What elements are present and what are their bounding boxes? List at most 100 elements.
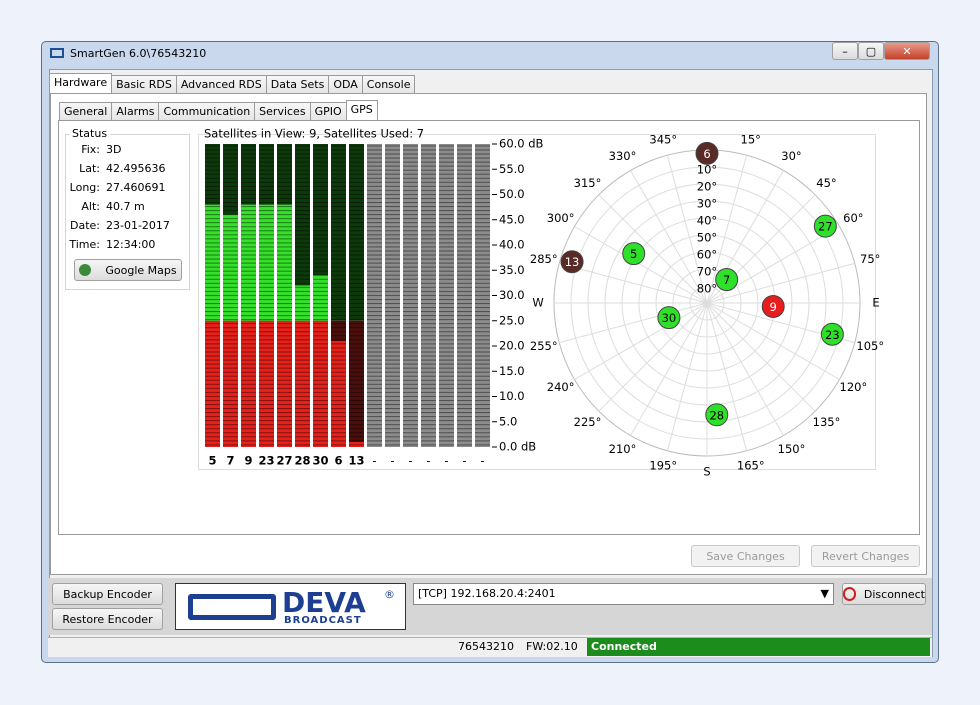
azimuth-spoke — [559, 302, 708, 344]
logo: DEVA ® BROADCAST — [175, 583, 406, 630]
button-label: Disconnect — [863, 587, 925, 601]
tab[interactable]: Data Sets — [265, 75, 330, 95]
field-value: 12:34:00 — [106, 238, 156, 251]
azimuth-spoke — [706, 302, 840, 380]
satellite-label: 9 — [770, 300, 777, 314]
cell-lines — [457, 144, 472, 447]
field-label: Long: — [69, 181, 100, 194]
x-tick-label: 30 — [312, 454, 328, 468]
status-title: Status — [69, 127, 111, 140]
satellite — [657, 306, 681, 330]
azimuth-label: S — [703, 465, 710, 479]
elevation-label: 10° — [697, 163, 717, 177]
elevation-label: 80° — [697, 282, 717, 296]
azimuth-spoke — [666, 155, 708, 304]
x-tick-label: 23 — [258, 454, 274, 468]
azimuth-label: 285° — [530, 252, 558, 266]
elevation-label: 50° — [697, 231, 717, 245]
azimuth-label: 315° — [574, 176, 602, 190]
y-tick-label: 60.0 dB — [499, 137, 544, 151]
x-tick-label: 27 — [276, 454, 292, 468]
field-label: Alt: — [81, 200, 100, 213]
x-tick-label: - — [444, 454, 448, 468]
cell-lines — [313, 144, 328, 447]
satellite-label: 13 — [565, 255, 580, 269]
azimuth-label: E — [872, 296, 879, 310]
x-tick-label: - — [462, 454, 466, 468]
cell-lines — [385, 144, 400, 447]
azimuth-label: 300° — [547, 211, 575, 225]
azimuth-label: 30° — [781, 149, 801, 163]
elevation-label: 30° — [697, 197, 717, 211]
tab[interactable]: Basic RDS — [111, 75, 177, 95]
azimuth-label: 135° — [813, 415, 841, 429]
x-tick-label: 28 — [294, 454, 310, 468]
field-label: Time: — [69, 238, 100, 251]
x-tick-label: - — [372, 454, 376, 468]
save-changes[interactable]: Save Changes — [691, 545, 800, 567]
tab[interactable]: Console — [361, 75, 416, 95]
connection-combo[interactable]: [TCP] 192.168.20.4:2401 ▼ — [413, 583, 834, 605]
minimize[interactable]: – — [832, 42, 858, 60]
azimuth-spoke — [574, 302, 708, 380]
field-value: 23-01-2017 — [106, 219, 170, 232]
satellite-label: 6 — [703, 147, 710, 161]
tab[interactable]: Advanced RDS — [175, 75, 267, 95]
satellite — [705, 403, 729, 427]
subtab[interactable]: GPIO — [309, 102, 347, 122]
google-maps-button[interactable]: Google Maps — [74, 259, 182, 281]
subtab[interactable]: Alarms — [111, 102, 160, 122]
close[interactable]: ✕ — [884, 42, 930, 60]
combo-text: [TCP] 192.168.20.4:2401 — [418, 587, 556, 600]
azimuth-spoke — [630, 302, 708, 436]
cell-lines — [403, 144, 418, 447]
satellite — [761, 294, 785, 318]
tab[interactable]: Hardware — [49, 73, 113, 93]
cell-lines — [259, 144, 274, 447]
button-label: Google Maps — [105, 263, 177, 277]
y-tick-label: 20.0 — [499, 339, 525, 353]
y-tick-label: 5.0 — [499, 414, 517, 428]
subtab-bar: General Alarms Communication Services GPIO GP… — [59, 100, 378, 122]
x-tick-label: - — [480, 454, 484, 468]
cell-lines — [241, 144, 256, 447]
subtab[interactable]: GPS — [345, 100, 378, 120]
restore-encoder[interactable]: Restore Encoder — [52, 608, 163, 630]
azimuth-spoke — [574, 226, 708, 304]
cell-lines — [205, 144, 220, 447]
satellite — [622, 242, 646, 266]
satellite-label: 23 — [825, 328, 840, 342]
azimuth-spoke — [559, 262, 708, 304]
y-tick-label: 30.0 — [499, 288, 525, 302]
azimuth-label: 150° — [778, 442, 806, 456]
azimuth-label: 240° — [547, 380, 575, 394]
connection-state: Connected — [587, 638, 930, 656]
azimuth-label: 195° — [649, 459, 677, 473]
azimuth-spoke — [706, 155, 748, 304]
field-value: 40.7 m — [106, 200, 145, 213]
y-tick-label: 45.0 — [499, 212, 525, 226]
satellite-label: 27 — [818, 220, 833, 234]
cell-lines — [367, 144, 382, 447]
cell-lines — [277, 144, 292, 447]
subtab[interactable]: Services — [254, 102, 311, 122]
disconnect[interactable]: Disconnect — [842, 583, 926, 605]
azimuth-label: W — [532, 296, 543, 310]
y-tick-label: 55.0 — [499, 162, 525, 176]
x-tick-label: - — [426, 454, 430, 468]
revert-changes[interactable]: Revert Changes — [811, 545, 920, 567]
azimuth-spoke — [706, 302, 748, 451]
backup-encoder[interactable]: Backup Encoder — [52, 583, 163, 605]
maximize[interactable]: ▢ — [858, 42, 884, 60]
subtab[interactable]: Communication — [158, 102, 256, 122]
logo-sub: BROADCAST — [284, 615, 362, 626]
subtab[interactable]: General — [59, 102, 113, 122]
field-value: 27.460691 — [106, 181, 166, 194]
satellite — [715, 268, 739, 292]
satellite-label: 7 — [723, 273, 730, 287]
serial: 76543210 — [458, 640, 514, 653]
cell-lines — [331, 144, 346, 447]
logo-mark: ® — [384, 588, 395, 601]
azimuth-label: 75° — [860, 252, 880, 266]
